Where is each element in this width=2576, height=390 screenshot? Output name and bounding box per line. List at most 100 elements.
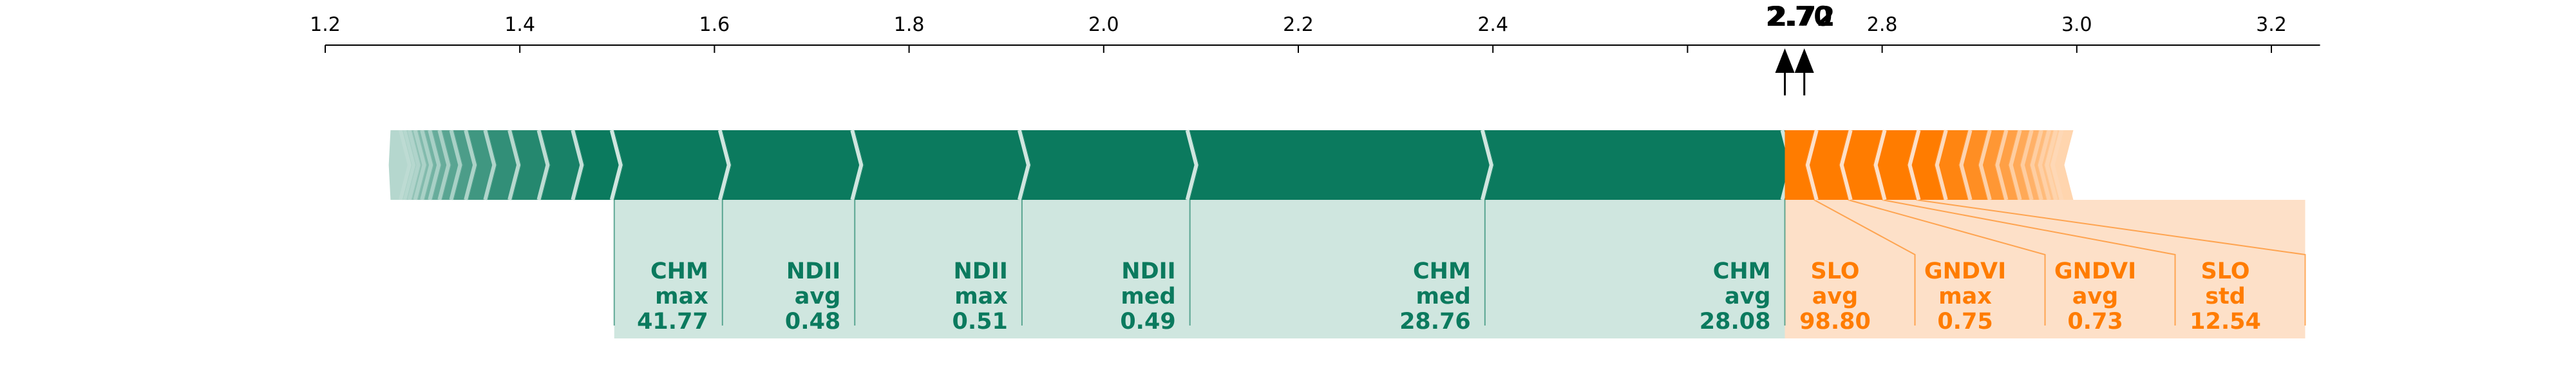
positive-bar: [722, 130, 864, 200]
output-value-arrow: [1775, 48, 1795, 73]
positive-bar: [614, 130, 732, 200]
negative-bar-separator: [2045, 130, 2058, 200]
positive-feature-label: 0.49: [1120, 309, 1175, 335]
negative-bar: [2050, 130, 2074, 200]
positive-bar: [1021, 130, 1199, 200]
negative-feature-label: GNDVI: [2054, 258, 2136, 284]
positive-bar-separator: [413, 130, 426, 200]
negative-feature-label: std: [2205, 284, 2246, 309]
negative-bar: [2037, 130, 2054, 200]
negative-feature-connector: [1916, 199, 2306, 326]
negative-bar-separator: [1839, 130, 1853, 200]
negative-bar-separator: [1959, 130, 1973, 200]
negative-feature-connector: [1814, 199, 1916, 326]
positive-label-background: [614, 200, 1785, 338]
positive-bar: [1484, 130, 1794, 200]
axis-tick-label: 2.4: [1477, 14, 1508, 36]
positive-bar-separator: [536, 130, 550, 200]
positive-bar-separator: [464, 130, 477, 200]
positive-feature-label: CHM: [650, 258, 708, 284]
positive-feature-label: max: [655, 284, 708, 309]
positive-feature-label: avg: [795, 284, 841, 309]
negative-bar: [1804, 130, 1848, 200]
negative-feature-label: 12.54: [2190, 309, 2261, 335]
positive-bar-separator: [850, 130, 864, 200]
axis-tick-label: 1.8: [894, 14, 925, 36]
positive-bar: [1189, 130, 1494, 200]
negative-bar-separator: [2038, 130, 2051, 200]
negative-bar-separator: [2030, 130, 2043, 200]
negative-feature-label: 98.80: [1799, 309, 1871, 335]
axis-tick-label: 3.0: [2061, 14, 2092, 36]
output-value-label: 2.70: [1766, 1, 1833, 32]
negative-bar-separator: [1995, 130, 2009, 200]
positive-bar-separator: [571, 130, 584, 200]
contribution-bars: [388, 130, 2074, 200]
positive-bar-separator: [717, 130, 731, 200]
positive-bar: [406, 130, 421, 200]
positive-bar-separator: [609, 130, 623, 200]
negative-bar-separator: [1873, 130, 1887, 200]
negative-bar-separator: [2020, 130, 2034, 200]
negative-bar-separator: [1908, 130, 1921, 200]
negative-feature-label: avg: [2072, 284, 2119, 309]
positive-bar-separator: [402, 130, 416, 200]
positive-bar: [541, 130, 585, 200]
positive-feature-label: max: [954, 284, 1008, 309]
positive-feature-label: 41.77: [637, 309, 708, 335]
positive-feature-label: med: [1416, 284, 1471, 309]
positive-bar-separator: [1185, 130, 1198, 200]
positive-feature-label: CHM: [1713, 258, 1771, 284]
axis-tick-label: 2.8: [1867, 14, 1898, 36]
positive-feature-label: 28.08: [1700, 309, 1771, 335]
feature-connector-lines: [613, 199, 2306, 326]
feature-labels: CHMavg28.08CHMmed28.76NDIImed0.49NDIImax…: [637, 258, 2261, 335]
base-value-arrow: [1794, 48, 1814, 73]
negative-bar-separator: [1805, 130, 1819, 200]
negative-bar-separator: [2009, 130, 2022, 200]
axis-tick-label: 1.6: [699, 14, 730, 36]
negative-bar-separator: [2050, 130, 2064, 200]
positive-bar: [412, 130, 427, 200]
positive-feature-label: 0.48: [785, 309, 840, 335]
axis-tick-label: 1.4: [504, 14, 535, 36]
positive-bar-separator: [483, 130, 497, 200]
positive-bar: [432, 130, 451, 200]
negative-feature-label: avg: [1812, 284, 1859, 309]
positive-feature-label: 28.76: [1399, 309, 1471, 335]
positive-feature-label: med: [1121, 284, 1175, 309]
x-axis: 1.2 1.4 1.6 1.8 2.0 2.2 2.4 2.8 3.0 3.2: [310, 14, 2320, 53]
positive-feature-label: NDII: [1121, 258, 1175, 284]
positive-bar-separator: [1480, 130, 1493, 200]
positive-feature-label: CHM: [1413, 258, 1471, 284]
value-markers: 2.722.70: [1766, 1, 1835, 95]
positive-bar: [855, 130, 1031, 200]
negative-bar: [1785, 130, 1814, 200]
axis-tick-label: 2.2: [1283, 14, 1314, 36]
negative-bar: [1873, 130, 1917, 200]
axis-tick-label: 1.2: [310, 14, 341, 36]
positive-feature-label: NDII: [953, 258, 1007, 284]
positive-bar: [512, 130, 551, 200]
axis-tick-label: 3.2: [2256, 14, 2287, 36]
positive-bar-separator: [420, 130, 433, 200]
positive-feature-label: avg: [1725, 284, 1771, 309]
negative-feature-connector: [1848, 199, 2046, 326]
positive-bar: [575, 130, 623, 200]
negative-feature-label: max: [1938, 284, 1992, 309]
negative-bar: [2044, 130, 2060, 200]
negative-feature-label: GNDVI: [1924, 258, 2006, 284]
positive-bar: [402, 130, 416, 200]
positive-bar-separator: [507, 130, 521, 200]
positive-bar-separator: [437, 130, 451, 200]
negative-feature-label: 0.73: [2067, 309, 2123, 335]
positive-bar-separator: [407, 130, 421, 200]
positive-bar-separator: [398, 130, 412, 200]
positive-bar-separator: [428, 130, 441, 200]
axis-tick-label: 2.0: [1088, 14, 1119, 36]
positive-bar: [388, 130, 412, 200]
negative-bar: [2020, 130, 2039, 200]
base-value-label: 2.72: [1768, 1, 1835, 32]
